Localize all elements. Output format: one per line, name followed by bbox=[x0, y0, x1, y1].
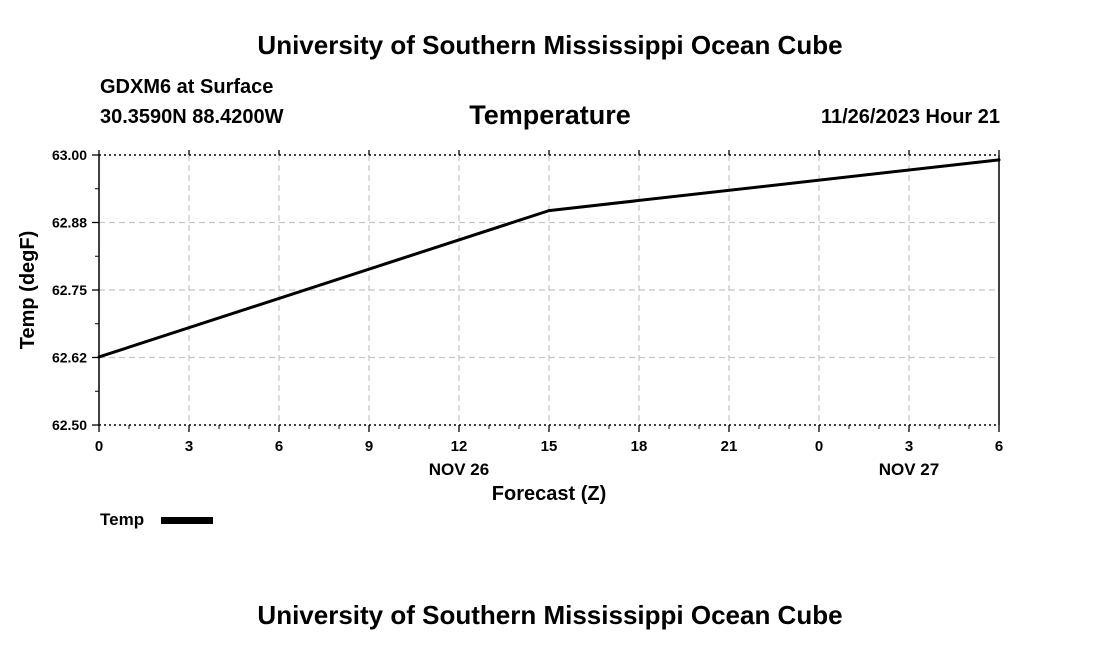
run-time: 11/26/2023 Hour 21 bbox=[820, 106, 1000, 128]
y-axis-title: Temp (degF) bbox=[17, 231, 39, 350]
legend-swatch bbox=[161, 517, 213, 524]
y-tick-label: 62.50 bbox=[52, 417, 87, 433]
y-tick-label: 63.00 bbox=[52, 147, 87, 163]
y-tick-label: 62.88 bbox=[52, 215, 87, 231]
chart-title: Temperature bbox=[469, 100, 631, 130]
x-tick-label: 3 bbox=[905, 438, 913, 455]
x-tick-label: 0 bbox=[815, 438, 823, 455]
date-label: NOV 27 bbox=[879, 460, 939, 479]
x-tick-label: 6 bbox=[275, 438, 283, 455]
footer-title: University of Southern Mississippi Ocean… bbox=[257, 600, 843, 630]
data-point bbox=[547, 209, 551, 213]
x-tick-label: 6 bbox=[995, 438, 1003, 455]
data-point bbox=[997, 158, 1001, 162]
date-label: NOV 26 bbox=[429, 460, 489, 479]
x-tick-label: 0 bbox=[95, 438, 103, 455]
x-tick-label: 3 bbox=[185, 438, 193, 455]
x-tick-label: 18 bbox=[631, 438, 648, 455]
data-point bbox=[97, 355, 101, 359]
page-title: University of Southern Mississippi Ocean… bbox=[257, 30, 843, 60]
x-tick-label: 9 bbox=[365, 438, 373, 455]
x-axis-title: Forecast (Z) bbox=[492, 483, 606, 505]
station-coordinates: 30.3590N 88.4200W bbox=[100, 106, 284, 128]
x-tick-label: 12 bbox=[451, 438, 468, 455]
station-label: GDXM6 at Surface bbox=[100, 76, 274, 98]
y-tick-label: 62.62 bbox=[52, 350, 87, 366]
x-tick-label: 21 bbox=[721, 438, 738, 455]
x-tick-label: 15 bbox=[541, 438, 558, 455]
legend-label: Temp bbox=[100, 510, 145, 529]
y-tick-label: 62.75 bbox=[52, 282, 87, 298]
